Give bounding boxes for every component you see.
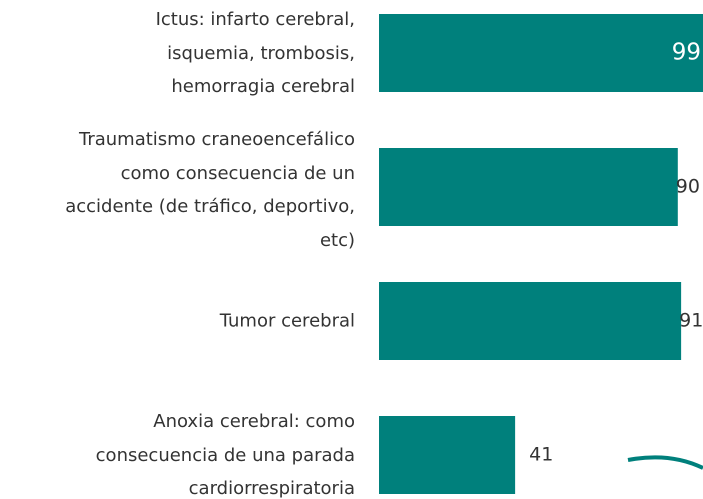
category-label: Tumor cerebral xyxy=(219,310,355,332)
value-label: 99 xyxy=(672,40,701,66)
category-label: Traumatismo craneoencefálico como consec… xyxy=(65,129,355,251)
category-label: Anoxia cerebral: como consecuencia de un… xyxy=(95,410,355,499)
bar xyxy=(379,14,703,92)
category-label: Ictus: infarto cerebral, isquemia, tromb… xyxy=(155,8,355,97)
value-label: 91 xyxy=(679,310,703,332)
value-label: 41 xyxy=(529,444,553,466)
bar xyxy=(379,148,678,226)
bar xyxy=(379,282,682,360)
value-label: 90 xyxy=(676,176,700,198)
decoration-curve xyxy=(627,455,703,470)
bar xyxy=(379,416,516,494)
